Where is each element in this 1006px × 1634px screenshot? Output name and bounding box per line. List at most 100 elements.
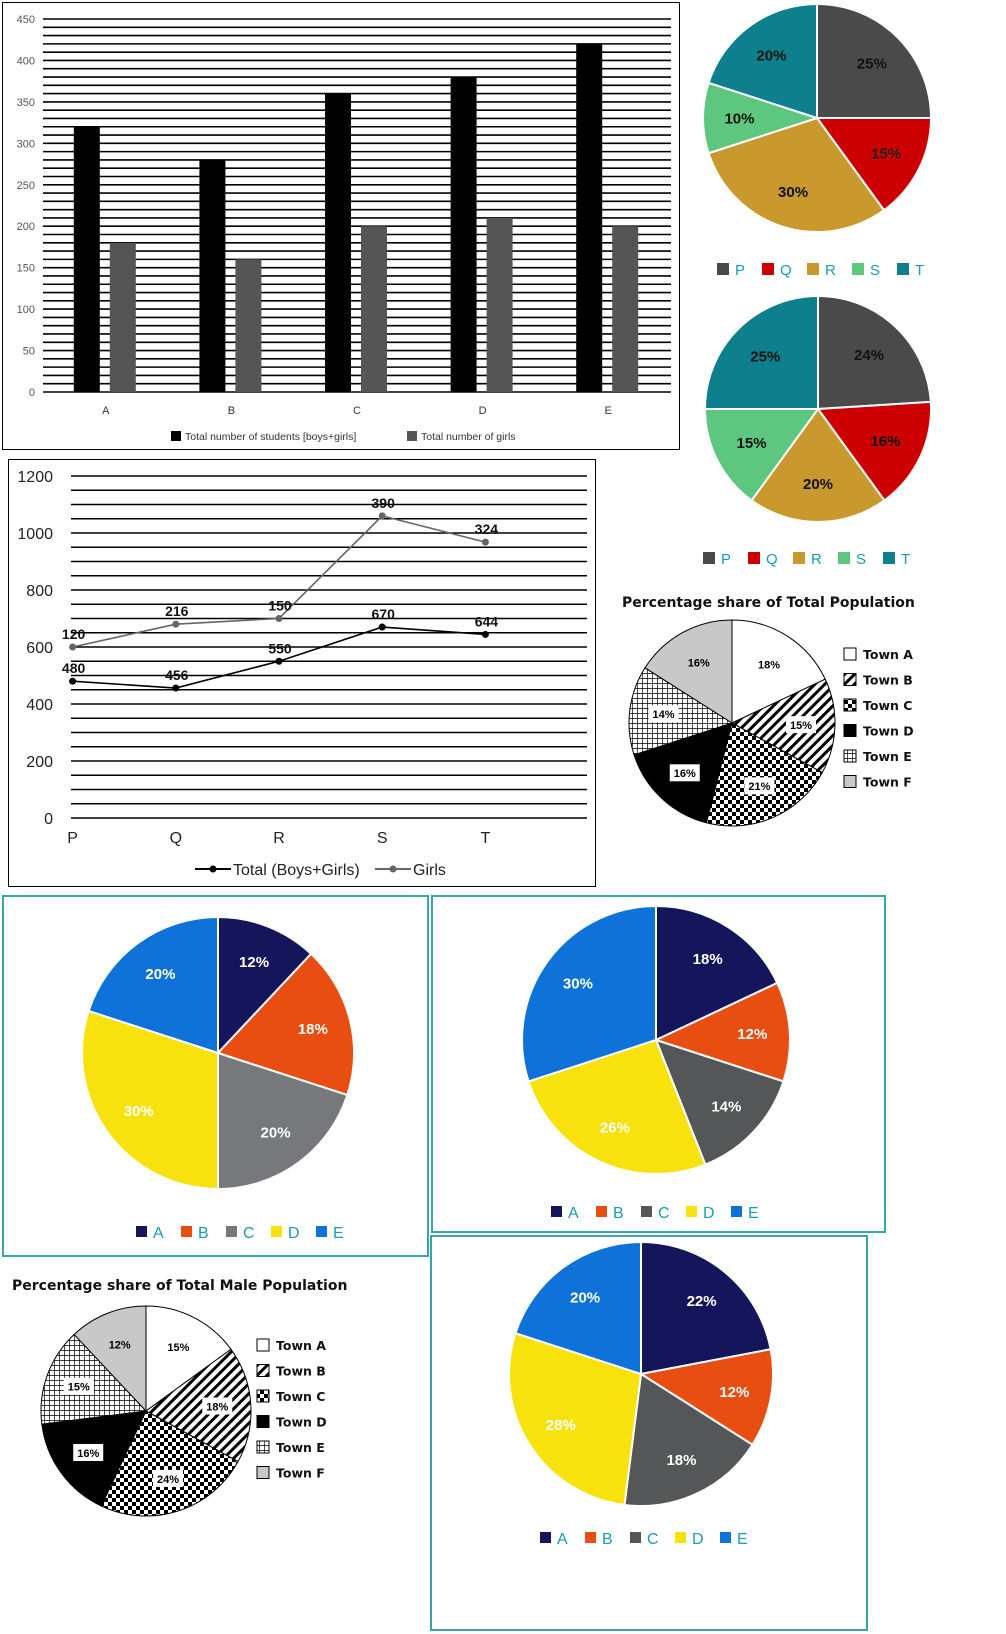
chart-title: Percentage share of Total Population [622,595,915,611]
y-tick-label: 200 [17,221,35,233]
slice-label: 25% [857,55,887,72]
legend-swatch [793,552,805,564]
slice-label-bg [785,716,816,734]
y-tick-label: 600 [26,640,53,657]
data-label: 550 [268,640,292,656]
slice-label: 22% [687,1293,717,1310]
legend-label: D [703,1205,715,1222]
legend-label: P [735,262,745,279]
bar-A-series-1 [73,126,100,392]
pie-slice-town-b [145,1348,252,1463]
data-point [481,630,489,638]
bar-C-series-2 [361,226,387,392]
legend-label: Town F [863,775,912,790]
pie-slice-d [81,1009,219,1191]
pie-slice-town-c [705,722,823,827]
legend-swatch [843,647,857,661]
legend-label: R [811,551,822,568]
x-tick-label: B [228,405,235,417]
legend-label: Total number of girls [421,431,516,443]
x-tick-label: E [605,405,612,417]
y-tick-label: 350 [17,97,35,109]
data-label: 150 [268,598,292,614]
pie-slice-t [703,294,819,410]
x-tick-label: R [273,830,285,847]
pie-chart-2: 24% 16% 20% 15% 25% P Q R S T [703,294,932,568]
slice-label: 10% [724,110,754,127]
legend-label: D [288,1225,300,1242]
pie-slice-a [640,1240,772,1376]
slice-label: 12% [109,1339,131,1351]
pie-slice-r [707,116,886,233]
legend-label: B [198,1225,209,1242]
legend-label: Girls [413,862,446,879]
legend-swatch [596,1206,607,1217]
legend-label: Town E [276,1440,325,1455]
pie-slice-s [702,81,821,155]
pie-slice-town-e [628,667,734,756]
legend-swatch [316,1226,327,1237]
bar-B-series-1 [199,159,226,392]
legend-label: Total number of students [boys+girls] [185,431,356,443]
legend-swatch [720,1532,731,1543]
legend-label: S [870,262,880,279]
data-label: 216 [165,603,189,619]
pie-slice-b [216,952,355,1097]
legend-swatch [256,1389,270,1403]
data-label: 644 [475,613,499,629]
bar-D-series-1 [450,77,477,393]
legend-swatch [540,1532,551,1543]
legend-swatch [843,698,857,712]
y-tick-label: 800 [26,583,53,600]
slice-label-bg [669,764,700,782]
bar-A-series-2 [109,242,136,392]
pie-chart-2-panel: 24% 16% 20% 15% 25% P Q R S T [695,293,965,583]
bar-C-series-1 [325,93,351,392]
pie-slice-town-a [145,1305,232,1412]
legend-swatch [731,1206,742,1217]
pie-slice-e [87,915,219,1055]
legend-swatch [630,1532,641,1543]
legend-marker [209,865,217,873]
legend-label: Town A [863,647,913,662]
legend-label: Town C [276,1389,325,1404]
legend-swatch [675,1532,686,1543]
data-label: 390 [372,495,396,511]
y-tick-label: 0 [44,811,53,828]
pie-chart-4-panel: 12% 18% 20% 30% 20% A B C D E [2,895,429,1257]
bar-chart-panel: 0 50 100 150 200 250 300 350 400 450 A B C D E Total nu… [2,2,680,450]
data-point [69,643,77,651]
pie-slice-town-f [644,619,733,724]
slice-label: 14% [711,1098,741,1115]
bar-B-series-2 [235,259,262,392]
legend-label: E [748,1205,759,1222]
legend-swatch [807,263,819,275]
pie-slice-e [521,904,657,1083]
data-point [378,623,386,631]
data-point [172,620,180,628]
legend-swatch [852,263,864,275]
legend-swatch [256,1338,270,1352]
legend-swatch [641,1206,652,1217]
pie-slice-c [217,1051,349,1191]
slice-label: 16% [870,433,900,450]
slice-label-bg [648,705,679,723]
legend-swatch [256,1364,270,1377]
legend-label: A [557,1531,568,1548]
legend-swatch [843,749,857,763]
legend-label: Town F [276,1466,325,1481]
pie-slice-town-b [730,678,836,774]
data-point [481,538,489,546]
y-tick-label: 1200 [17,469,53,486]
legend-label: T [901,551,910,568]
pie-slice-d [527,1038,707,1175]
legend-swatch [407,431,417,441]
data-label: 670 [372,606,396,622]
pie-slice-a [655,904,779,1042]
pie-chart-6: 15% 18% 24% 16% 15% 12% Percentage share of To… [12,1278,347,1517]
pie-slice-b [638,1348,774,1447]
slice-label: 26% [600,1120,630,1137]
legend-label: Town D [276,1415,327,1430]
slice-label: 12% [737,1026,767,1043]
x-tick-label: C [353,405,361,417]
